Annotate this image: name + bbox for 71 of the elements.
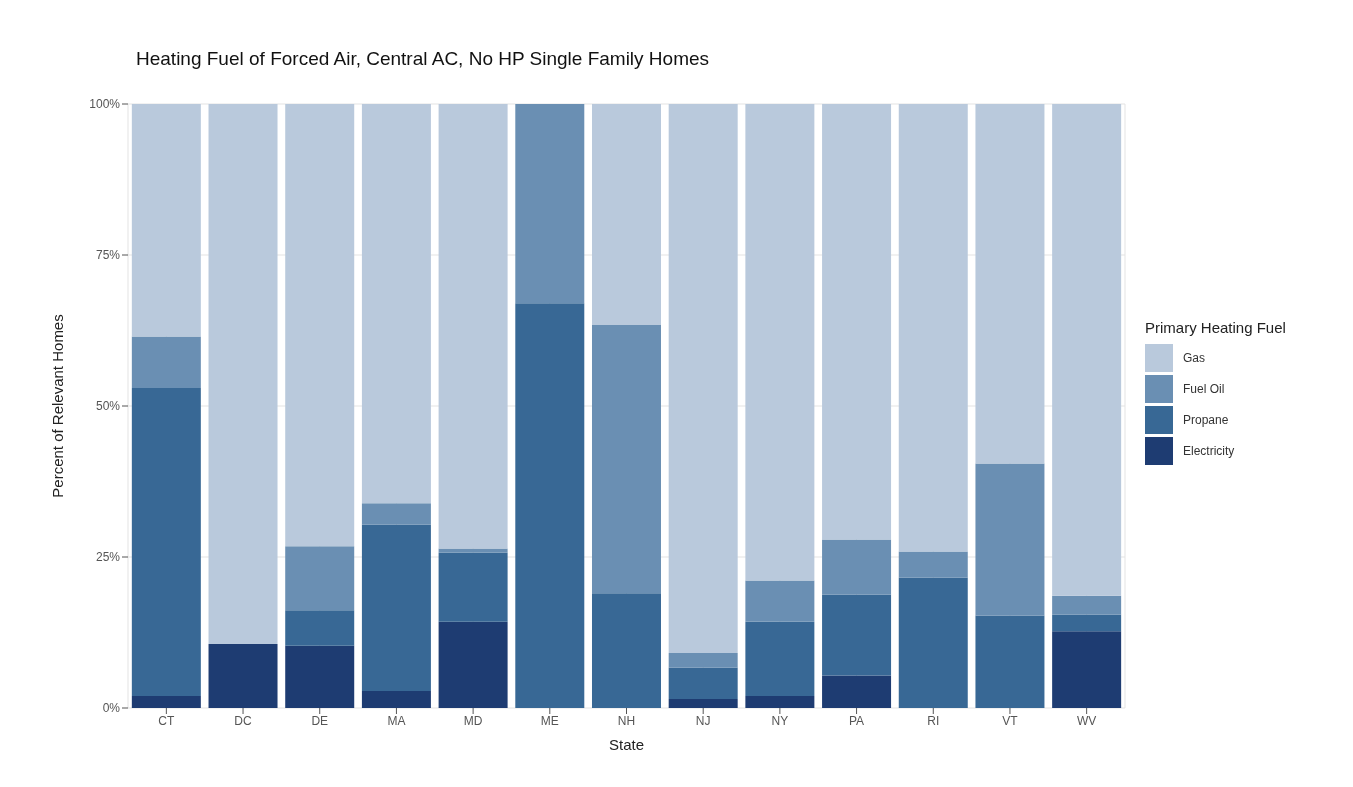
y-tick-label: 75% [95,248,121,263]
bar [361,104,431,504]
x-tick-label: NY [771,713,789,728]
legend-label: Electricity [1183,443,1235,458]
bar [745,621,815,696]
bar [822,675,892,708]
bar [208,643,278,708]
x-tick-label: ME [540,713,559,728]
bar [898,577,968,708]
bar [1052,631,1122,708]
bar [131,104,201,337]
bar [668,104,738,654]
bar [285,546,355,611]
bar [1052,614,1122,632]
y-tick-label: 100% [89,97,121,112]
y-tick-label: 50% [95,399,121,414]
bar [438,552,508,622]
bar [515,303,585,708]
y-tick-label: 0% [102,701,121,716]
bar [361,524,431,692]
bar [591,593,661,708]
x-tick-label: RI [927,713,940,728]
bar [438,548,508,553]
x-axis-title: State [608,736,645,753]
bar [745,695,815,708]
bar [745,580,815,622]
bar [131,387,201,696]
bar [361,691,431,708]
bar [668,667,738,699]
y-tick-label: 25% [95,550,121,565]
legend-label: Fuel Oil [1183,381,1225,396]
x-tick-label: NH [617,713,636,728]
bar [822,539,892,595]
bar [1052,595,1122,615]
bar [285,610,355,646]
legend-title: Primary Heating Fuel [1145,318,1287,336]
x-tick-label: MD [463,713,483,728]
bar [131,336,201,388]
x-tick-label: NJ [695,713,711,728]
bar [975,615,1045,708]
x-tick-label: VT [1002,713,1019,728]
bar [208,104,278,644]
bar [438,621,508,708]
bar [131,695,201,708]
legend-label: Gas [1183,350,1206,365]
x-tick-label: MA [387,713,406,728]
x-tick-label: DC [234,713,253,728]
bar [591,104,661,326]
bar [745,104,815,581]
legend-label: Propane [1183,412,1229,427]
bar [285,104,355,547]
bar [1052,104,1122,596]
bar [822,594,892,676]
y-axis-title: Percent of Relevant Homes [49,314,67,498]
x-tick-label: DE [311,713,329,728]
bar [668,653,738,668]
bar [898,104,968,552]
bar [285,645,355,708]
bar [975,463,1045,616]
bar [438,104,508,549]
chart-title: Heating Fuel of Forced Air, Central AC, No HP Single Family Homes [136,48,710,70]
bar [591,325,661,594]
bar [668,698,738,708]
x-tick-label: PA [849,713,865,728]
bar [515,104,585,304]
bar [975,104,1045,464]
bar [898,551,968,578]
bar [361,503,431,525]
bar [822,104,892,540]
x-tick-label: WV [1076,713,1097,728]
x-tick-label: CT [158,713,176,728]
